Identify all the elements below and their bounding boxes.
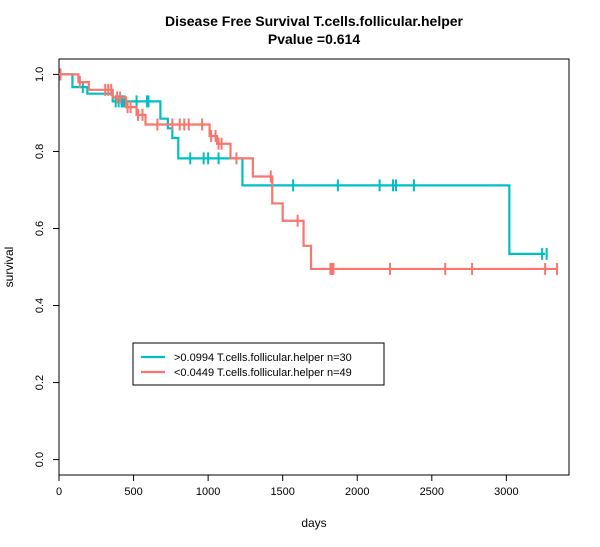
series-2	[59, 68, 559, 275]
x-tick-label: 2000	[345, 486, 369, 498]
y-tick-label: 0.2	[34, 375, 46, 390]
x-axis-label: days	[301, 516, 326, 530]
x-tick-label: 1000	[196, 486, 220, 498]
y-tick-label: 0.0	[34, 452, 46, 467]
y-tick-label: 0.6	[34, 221, 46, 236]
chart-subtitle: Pvalue =0.614	[268, 31, 360, 47]
plot-frame	[58, 58, 570, 476]
y-tick-label: 0.8	[34, 144, 46, 159]
survival-curve	[59, 73, 546, 256]
x-tick-label: 1500	[270, 486, 294, 498]
y-tick-label: 1.0	[34, 67, 46, 82]
x-tick-label: 0	[56, 486, 62, 498]
chart-title: Disease Free Survival T.cells.follicular…	[165, 13, 464, 29]
y-axis-label: survival	[2, 247, 16, 288]
legend-label: <0.0449 T.cells.follicular.helper n=49	[174, 367, 352, 379]
axes: 0 500 1000 1500 2000 2500 3000 0.0 0.2 0.4 0.6 0.8 1…	[34, 67, 519, 498]
series-layer	[59, 68, 559, 275]
x-tick-label: 3000	[494, 486, 518, 498]
x-tick-label: 2500	[420, 486, 444, 498]
legend-box	[132, 342, 385, 386]
legend: >0.0994 T.cells.follicular.helper n=30 <0…	[132, 342, 385, 386]
legend-label: >0.0994 T.cells.follicular.helper n=30	[174, 352, 352, 364]
x-tick-label: 500	[124, 486, 142, 498]
survival-curve	[59, 73, 558, 271]
y-tick-label: 0.4	[34, 298, 46, 313]
